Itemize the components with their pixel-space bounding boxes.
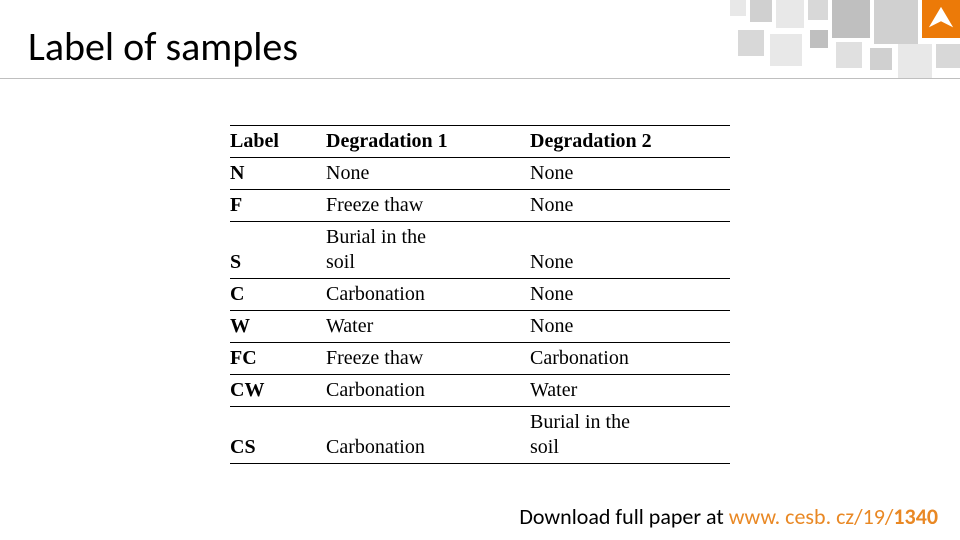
slide: Label of samples Label Degradation 1 Deg… (0, 0, 960, 540)
cell-label: F (230, 190, 310, 222)
cell-deg2: None (530, 190, 730, 222)
cell-deg1: Water (310, 311, 530, 343)
cell-deg2: Burial in thesoil (530, 407, 730, 464)
cell-deg2: None (530, 222, 730, 279)
col-header-deg2: Degradation 2 (530, 126, 730, 158)
cell-deg2: Carbonation (530, 343, 730, 375)
col-header-label: Label (230, 126, 310, 158)
footer: Download full paper at www. cesb. cz/19/… (0, 503, 960, 530)
cell-deg1: Burial in thesoil (310, 222, 530, 279)
cell-label: W (230, 311, 310, 343)
deco-square (750, 0, 772, 22)
deco-square (776, 0, 804, 28)
cell-deg1: Carbonation (310, 279, 530, 311)
table-row: CWCarbonationWater (230, 375, 730, 407)
table-row: CCarbonationNone (230, 279, 730, 311)
deco-square (808, 0, 828, 20)
table-row: FFreeze thawNone (230, 190, 730, 222)
deco-square (738, 30, 764, 56)
table-row: FCFreeze thawCarbonation (230, 343, 730, 375)
cell-label: CW (230, 375, 310, 407)
table-header-row: Label Degradation 1 Degradation 2 (230, 126, 730, 158)
deco-square (936, 44, 960, 68)
cell-label: CS (230, 407, 310, 464)
cell-label: C (230, 279, 310, 311)
cell-label: S (230, 222, 310, 279)
deco-square (874, 0, 918, 44)
footer-page: 1340 (893, 503, 938, 530)
cell-label: FC (230, 343, 310, 375)
cell-deg1: Freeze thaw (310, 343, 530, 375)
cell-deg2: None (530, 311, 730, 343)
corner-decoration (730, 0, 960, 100)
deco-square (770, 34, 802, 66)
deco-square (898, 44, 932, 78)
cell-deg2: Water (530, 375, 730, 407)
cell-label: N (230, 158, 310, 190)
table-row: NNoneNone (230, 158, 730, 190)
deco-square (870, 48, 892, 70)
deco-square (730, 0, 746, 16)
cell-deg2: None (530, 158, 730, 190)
logo-icon (922, 0, 960, 38)
table-row: CSCarbonationBurial in thesoil (230, 407, 730, 464)
cell-deg2: None (530, 279, 730, 311)
table-row: SBurial in thesoilNone (230, 222, 730, 279)
footer-lead: Download full paper at (519, 503, 728, 530)
deco-square (832, 0, 870, 38)
footer-url: www. cesb. cz/19/ (729, 503, 894, 530)
slide-title: Label of samples (28, 22, 298, 71)
table-row: WWaterNone (230, 311, 730, 343)
deco-square (836, 42, 862, 68)
deco-square (810, 30, 828, 48)
samples-table: Label Degradation 1 Degradation 2 NNoneN… (230, 125, 730, 464)
cell-deg1: Freeze thaw (310, 190, 530, 222)
col-header-deg1: Degradation 1 (310, 126, 530, 158)
cell-deg1: Carbonation (310, 407, 530, 464)
cell-deg1: Carbonation (310, 375, 530, 407)
cell-deg1: None (310, 158, 530, 190)
